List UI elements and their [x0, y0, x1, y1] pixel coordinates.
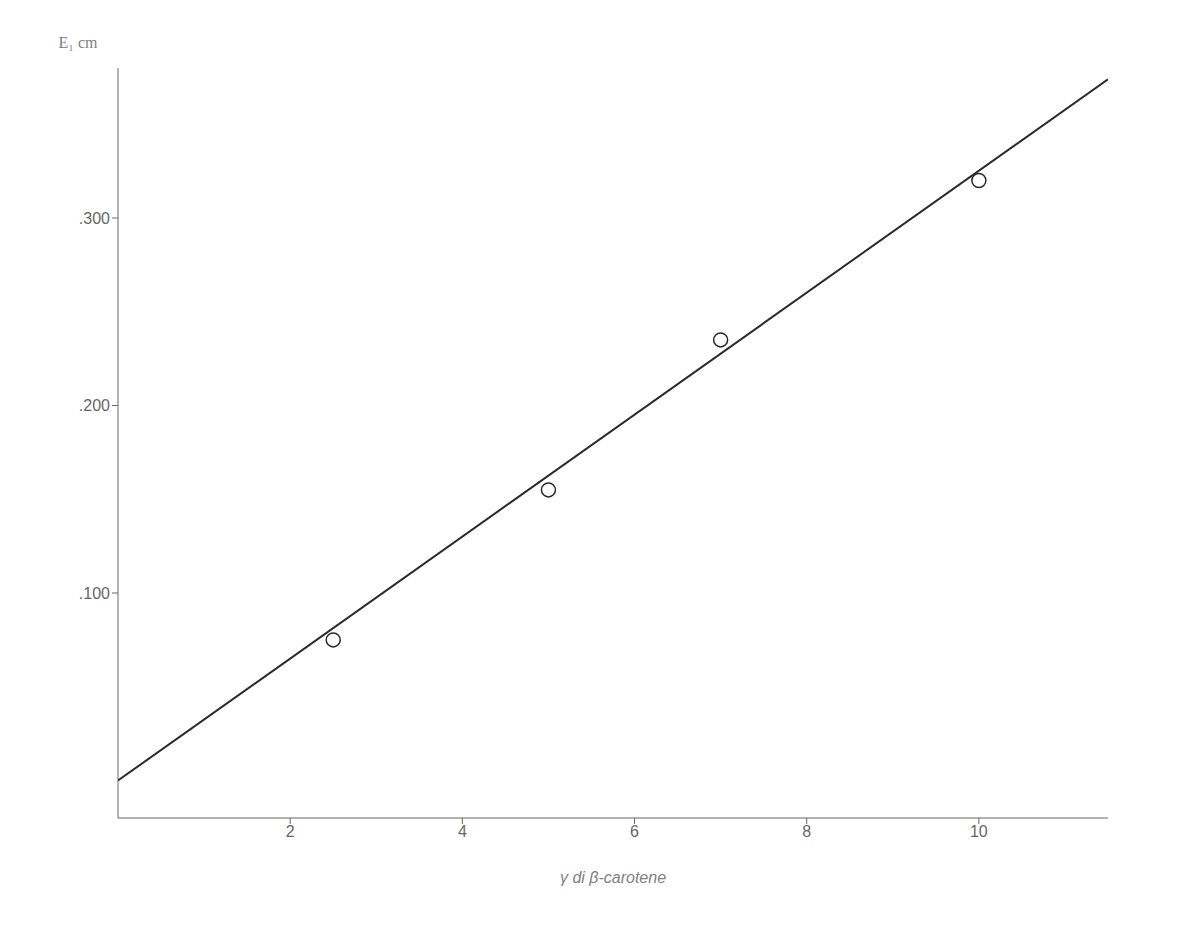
- svg-text:γ di β-carotene: γ di β-carotene: [560, 869, 666, 886]
- svg-text:8: 8: [802, 823, 811, 840]
- svg-text:4: 4: [458, 823, 467, 840]
- svg-text:2: 2: [286, 823, 295, 840]
- svg-text:E₁ cm: E₁ cm: [59, 34, 98, 51]
- svg-text:.200: .200: [79, 397, 110, 414]
- svg-text:10: 10: [970, 823, 988, 840]
- svg-text:.300: .300: [79, 210, 110, 227]
- svg-text:6: 6: [630, 823, 639, 840]
- svg-text:.100: .100: [79, 585, 110, 602]
